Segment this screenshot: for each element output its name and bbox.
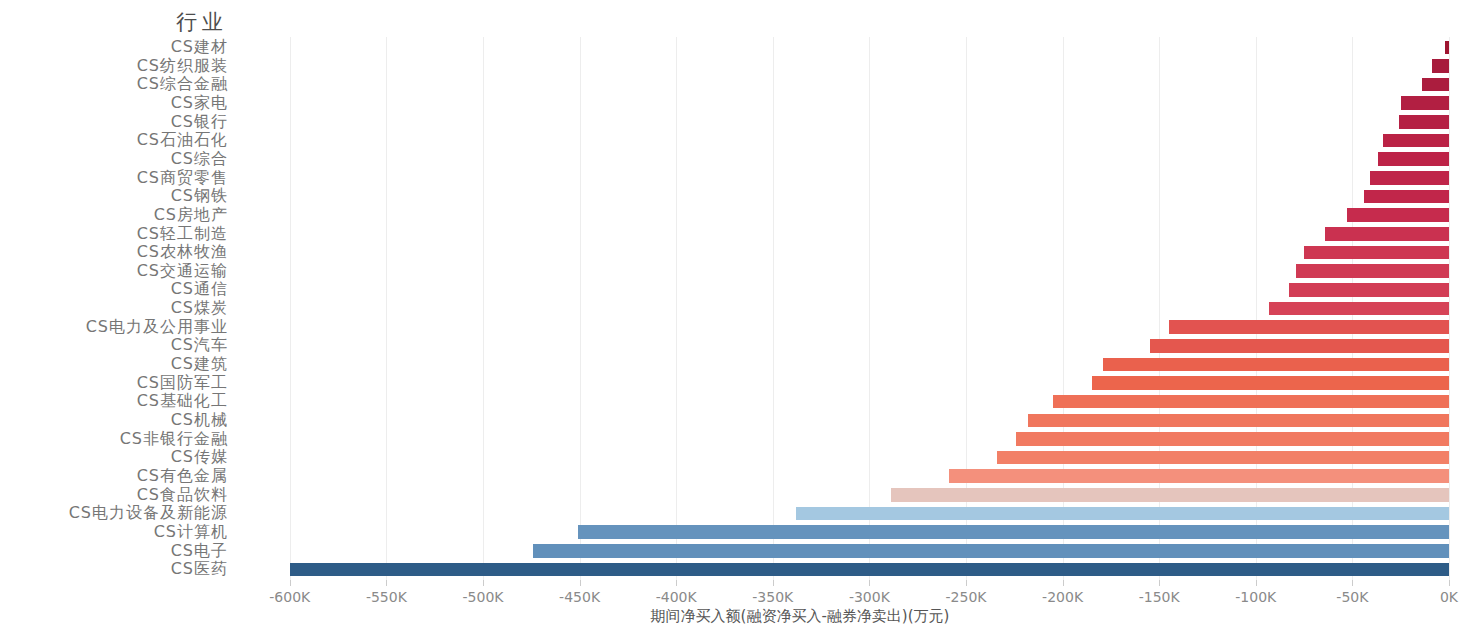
x-tick-label: -350K (733, 589, 813, 605)
x-tick-label: -600K (250, 589, 330, 605)
category-label: CS综合 (0, 150, 228, 169)
category-label: CS传媒 (0, 448, 228, 467)
x-tick-label: -100K (1216, 589, 1296, 605)
bar[interactable] (578, 525, 1449, 539)
bar[interactable] (1383, 134, 1449, 148)
category-label: CS电力设备及新能源 (0, 504, 228, 523)
category-label: CS煤炭 (0, 299, 228, 318)
bar[interactable] (1304, 246, 1449, 260)
category-label: CS基础化工 (0, 392, 228, 411)
category-label: CS机械 (0, 411, 228, 430)
category-label: CS计算机 (0, 523, 228, 542)
bar[interactable] (1150, 339, 1449, 353)
x-tick-label: -500K (443, 589, 523, 605)
category-label: CS建材 (0, 38, 228, 57)
bar[interactable] (1016, 432, 1449, 446)
axis-tick (483, 580, 484, 586)
bar[interactable] (1399, 115, 1449, 129)
category-label: CS轻工制造 (0, 225, 228, 244)
bar[interactable] (1370, 171, 1449, 185)
bar-chart: 行业 -600K -550K -500K -450K -400K -350K -300K -2… (0, 0, 1461, 633)
bar[interactable] (533, 544, 1449, 558)
category-label: CS通信 (0, 280, 228, 299)
category-label: CS电力及公用事业 (0, 318, 228, 337)
category-label: CS建筑 (0, 355, 228, 374)
gridline (483, 37, 484, 580)
category-label: CS家电 (0, 94, 228, 113)
category-label: CS农林牧渔 (0, 243, 228, 262)
category-label: CS国防军工 (0, 374, 228, 393)
x-tick-label: -50K (1312, 589, 1392, 605)
category-label: CS石油石化 (0, 131, 228, 150)
bar[interactable] (1289, 283, 1449, 297)
axis-tick (1159, 580, 1160, 586)
bar[interactable] (1422, 78, 1449, 92)
category-label: CS汽车 (0, 336, 228, 355)
bar[interactable] (1401, 96, 1449, 110)
bar[interactable] (949, 469, 1449, 483)
axis-tick (773, 580, 774, 586)
category-label: CS钢铁 (0, 187, 228, 206)
category-label: CS非银行金融 (0, 430, 228, 449)
gridline (290, 37, 291, 580)
bar[interactable] (1347, 208, 1449, 222)
gridline (773, 37, 774, 580)
gridline (580, 37, 581, 580)
category-label: CS食品饮料 (0, 486, 228, 505)
bar[interactable] (796, 507, 1449, 521)
axis-tick (1256, 580, 1257, 586)
x-tick-label: -150K (1119, 589, 1199, 605)
bar[interactable] (1269, 302, 1449, 316)
x-tick-label: -300K (829, 589, 909, 605)
category-label: CS综合金融 (0, 75, 228, 94)
gridline (676, 37, 677, 580)
bar[interactable] (891, 488, 1449, 502)
axis-tick (1352, 580, 1353, 586)
x-tick-label: -200K (1023, 589, 1103, 605)
bar[interactable] (1028, 414, 1449, 428)
bar[interactable] (997, 451, 1449, 465)
category-axis-title: 行业 (0, 8, 228, 36)
bar[interactable] (1325, 227, 1449, 241)
bar[interactable] (1296, 264, 1449, 278)
x-tick-label: 0K (1409, 589, 1461, 605)
category-label: CS商贸零售 (0, 169, 228, 188)
category-label: CS房地产 (0, 206, 228, 225)
category-label: CS有色金属 (0, 467, 228, 486)
bar[interactable] (1053, 395, 1449, 409)
bar[interactable] (290, 563, 1449, 577)
bar[interactable] (1445, 41, 1449, 55)
x-axis-title: 期间净买入额(融资净买入-融券净卖出)(万元) (400, 607, 1200, 626)
axis-tick (966, 580, 967, 586)
bar[interactable] (1169, 320, 1449, 334)
category-label: CS纺织服装 (0, 57, 228, 76)
axis-tick (290, 580, 291, 586)
gridline (869, 37, 870, 580)
bar[interactable] (1432, 59, 1449, 73)
category-label: CS电子 (0, 542, 228, 561)
bar[interactable] (1364, 190, 1449, 204)
x-tick-label: -550K (346, 589, 426, 605)
axis-tick (676, 580, 677, 586)
category-label: CS交通运输 (0, 262, 228, 281)
x-tick-label: -400K (636, 589, 716, 605)
gridline (1449, 37, 1450, 580)
bar[interactable] (1103, 358, 1449, 372)
gridline (386, 37, 387, 580)
axis-tick (1063, 580, 1064, 586)
axis-tick (580, 580, 581, 586)
axis-tick (1449, 580, 1450, 586)
category-label: CS银行 (0, 113, 228, 132)
category-label: CS医药 (0, 560, 228, 579)
x-tick-label: -450K (540, 589, 620, 605)
axis-tick (386, 580, 387, 586)
bar[interactable] (1378, 152, 1449, 166)
x-tick-label: -250K (926, 589, 1006, 605)
axis-tick (869, 580, 870, 586)
bar[interactable] (1092, 376, 1449, 390)
